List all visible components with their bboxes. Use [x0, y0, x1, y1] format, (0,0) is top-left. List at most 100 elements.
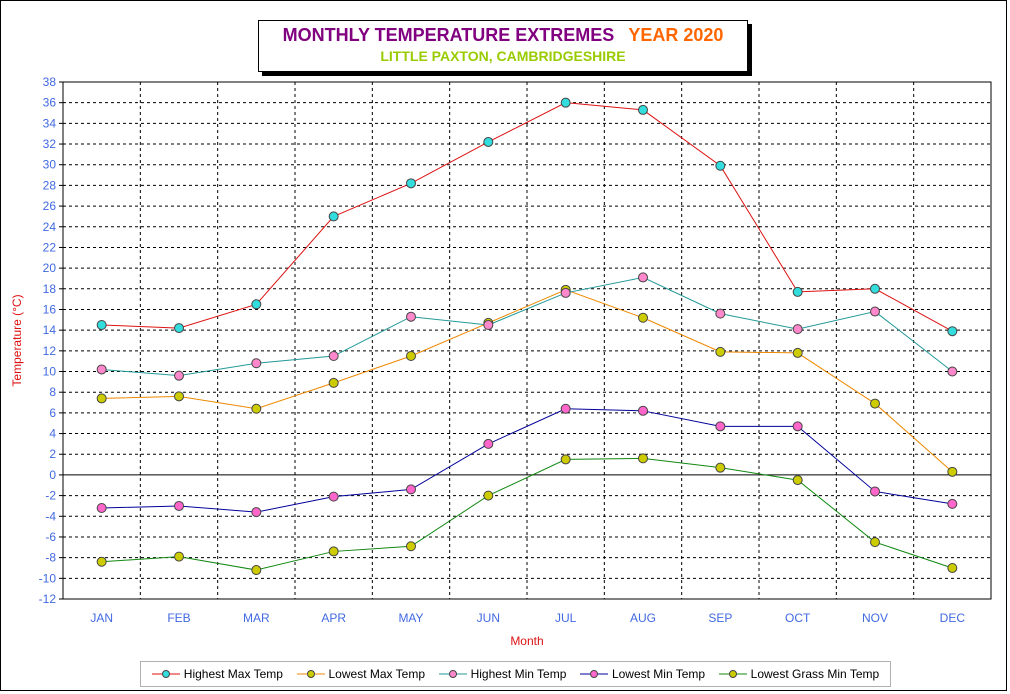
series-line	[101, 408, 953, 513]
data-point	[483, 438, 494, 449]
data-point	[328, 351, 339, 362]
y-tick-label: 34	[43, 116, 57, 130]
chart-legend: Highest Max Temp Lowest Max Temp Highest M…	[140, 661, 891, 687]
legend-swatch	[151, 670, 180, 678]
data-point	[792, 421, 803, 432]
data-point	[406, 351, 416, 362]
data-point	[96, 503, 107, 514]
data-point	[174, 370, 184, 381]
x-tick-label: OCT	[785, 611, 811, 625]
data-point	[328, 377, 339, 388]
data-point	[638, 453, 648, 464]
x-tick-label: NOV	[862, 611, 888, 625]
legend-item: Highest Max Temp	[151, 667, 283, 681]
x-tick-label: MAR	[243, 611, 270, 625]
x-tick-label: AUG	[630, 611, 656, 625]
y-tick-label: 10	[43, 365, 57, 379]
data-point	[96, 556, 107, 567]
data-point	[870, 306, 880, 317]
data-point	[715, 421, 726, 432]
data-point	[947, 366, 958, 377]
legend-swatch-marker	[728, 670, 737, 678]
y-tick-label: 2	[49, 447, 56, 461]
series-layer	[96, 97, 958, 576]
data-point	[638, 104, 648, 115]
data-point	[560, 454, 571, 465]
data-point	[792, 475, 803, 486]
data-point	[947, 466, 958, 477]
y-tick-label: 20	[43, 261, 57, 275]
grid-layer	[63, 82, 991, 599]
data-point	[174, 323, 184, 334]
y-tick-label: -4	[45, 509, 56, 523]
legend-swatch	[718, 670, 747, 678]
legend-swatch-marker	[589, 670, 598, 678]
data-point	[251, 565, 262, 576]
y-tick-label: 12	[43, 344, 57, 358]
y-tick-label: 14	[43, 323, 57, 337]
data-point	[483, 490, 494, 501]
data-point	[96, 319, 107, 330]
data-point	[870, 283, 880, 294]
legend-item: Lowest Max Temp	[296, 667, 426, 681]
legend-item: Lowest Grass Min Temp	[718, 667, 880, 681]
data-point	[947, 326, 958, 337]
data-point	[328, 211, 339, 222]
data-point	[96, 393, 107, 404]
data-point	[560, 97, 571, 108]
legend-label: Lowest Grass Min Temp	[750, 667, 880, 681]
y-tick-label: 0	[49, 468, 56, 482]
data-point	[251, 403, 262, 414]
data-point	[406, 178, 416, 189]
y-tick-label: 24	[43, 220, 57, 234]
chart-title-main: MONTHLY TEMPERATURE EXTREMES	[282, 25, 615, 45]
x-tick-label: JUL	[555, 611, 577, 625]
legend-swatch-marker	[306, 670, 315, 678]
legend-label: Lowest Min Temp	[611, 667, 706, 681]
x-tick-label: SEP	[708, 611, 732, 625]
data-point	[947, 562, 958, 573]
data-point	[715, 346, 726, 357]
y-tick-label: 22	[43, 240, 57, 254]
data-point	[715, 308, 726, 319]
data-point	[715, 160, 726, 171]
x-tick-label: JAN	[90, 611, 113, 625]
data-point	[947, 498, 958, 509]
chart-title: MONTHLY TEMPERATURE EXTREMES YEAR 2020	[259, 25, 747, 46]
data-point	[174, 551, 184, 562]
y-tick-label: -10	[39, 571, 57, 585]
series-line	[101, 289, 953, 473]
data-point	[560, 287, 571, 298]
y-tick-label: 16	[43, 302, 57, 316]
y-tick-label: -12	[39, 592, 57, 606]
y-tick-label: 26	[43, 199, 57, 213]
legend-swatch-marker	[161, 670, 170, 678]
chart-title-box: MONTHLY TEMPERATURE EXTREMES YEAR 2020 LI…	[258, 20, 748, 72]
data-point	[406, 311, 416, 322]
y-tick-label: 18	[43, 282, 57, 296]
y-tick-label: -2	[45, 489, 56, 503]
legend-label: Lowest Max Temp	[328, 667, 426, 681]
legend-item: Highest Min Temp	[438, 667, 567, 681]
data-point	[560, 403, 571, 414]
series-line	[101, 102, 953, 332]
legend-swatch	[438, 670, 467, 678]
data-point	[483, 319, 494, 330]
data-point	[792, 286, 803, 297]
data-point	[870, 486, 880, 497]
x-tick-label: MAY	[398, 611, 423, 625]
data-point	[792, 324, 803, 335]
data-point	[328, 546, 339, 557]
data-point	[328, 491, 339, 502]
y-tick-label: 36	[43, 96, 57, 110]
y-tick-label: 8	[49, 385, 56, 399]
y-tick-label: -6	[45, 530, 56, 544]
x-tick-label: DEC	[940, 611, 966, 625]
legend-swatch	[579, 670, 608, 678]
legend-label: Highest Min Temp	[470, 667, 567, 681]
data-point	[638, 405, 648, 416]
y-tick-label: 32	[43, 137, 57, 151]
data-point	[406, 484, 416, 495]
